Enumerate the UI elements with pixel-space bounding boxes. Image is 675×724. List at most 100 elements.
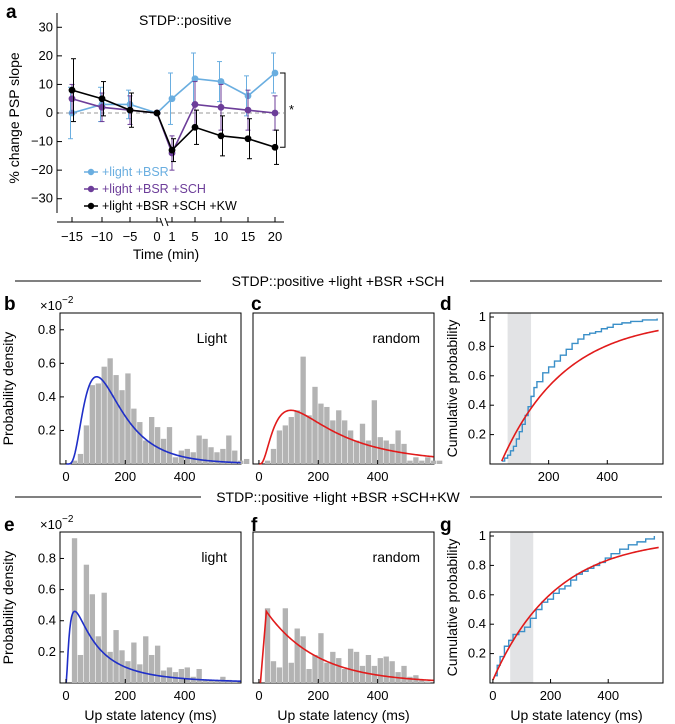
f-xlabel: Up state latency (ms) [277,707,409,723]
f-bar [294,628,300,683]
b-bar [107,358,113,464]
b-bar [89,385,96,464]
g-y-tick-label: 0.2 [468,646,486,661]
c-bar [419,460,425,464]
c-bar [425,457,431,464]
b-bar [243,458,250,464]
a-y-tick-label: 0 [46,105,53,120]
a-legend-entry: +light +BSR +SCH [102,182,206,196]
b-scale-label: ×10 [40,298,62,313]
e-bar [83,564,90,683]
e-y-tick-label: 0.2 [38,644,56,659]
a-data-point [271,143,279,151]
a-data-point [271,109,279,117]
f-panel-label: random [373,549,420,565]
b-x-tick-label: 400 [174,469,196,484]
b-bar [172,457,179,464]
g-shaded-window [510,532,534,683]
b-bar [226,435,232,464]
d-x-tick-label: 400 [596,469,618,484]
b-y-tick-label: 0.2 [38,422,56,437]
a-series-0 [68,52,279,140]
a-data-point [217,103,225,111]
c-bar [294,410,300,464]
e-y-tick-label: 0.4 [38,613,56,628]
e-bar [143,636,149,683]
d-ecdf-line [501,318,658,462]
c-bar [330,420,336,464]
b-y-tick-label: 0.8 [38,322,56,337]
section-title-top: STDP::positive +light +BSR +SCH [232,273,445,289]
a-series-2 [68,58,279,165]
e-bar [232,681,238,683]
b-x-tick-label: 0 [62,469,69,484]
f-bar [342,668,348,683]
e-bar [202,679,208,683]
c-bar [342,420,348,464]
a-title: STDP::positive [139,12,232,28]
b-ylabel: Probability density [0,332,16,446]
c-bar [395,430,401,464]
e-bar [77,654,84,683]
g-y-tick-label: 0.4 [468,616,486,631]
a-series-line [156,103,276,156]
b-bar [214,452,220,464]
a-legend-entry: +light +BSR [102,165,169,179]
a-legend-swatch-marker [87,168,95,176]
b-bar [196,435,202,464]
a-legend-swatch-marker [87,185,95,193]
f-bar [419,679,425,683]
f-bar [425,681,431,683]
a-data-point [271,69,279,77]
e-bar [178,668,185,683]
c-bar [312,386,318,464]
g-x-tick-label: 0 [489,688,496,703]
a-series-line [71,89,158,114]
e-bar [125,661,131,683]
e-bar [214,679,220,683]
c-bar [436,460,443,464]
b-bar [166,427,173,464]
c-bar [431,460,437,464]
a-ylabel: % change PSP slope [6,52,22,183]
a-series-line [156,112,276,152]
d-y-tick-label: 0.6 [468,368,486,383]
e-x-tick-label: 0 [62,688,69,703]
e-ylabel: Probability density [0,551,16,665]
c-bar [300,356,306,464]
e-x-tick-label: 400 [174,688,196,703]
e-bar [196,668,202,683]
b-y-tick-label: 0.6 [38,355,56,370]
f-bar [330,651,336,683]
a-data-point [68,86,76,94]
g-x-tick-label: 400 [597,688,619,703]
c-bar [324,406,330,464]
e-bar [95,636,101,683]
a-y-tick-label: 30 [39,19,53,34]
b-bar [184,448,190,464]
b-bar [208,447,214,464]
a-data-point [217,78,225,85]
e-bar [184,667,190,683]
a-data-point [191,101,199,108]
b-bar [220,448,226,464]
c-bar [288,417,294,464]
b-bar [95,383,101,464]
c-bar [264,460,271,464]
c-bar [377,437,383,464]
a-legend-entry: +light +BSR +SCH +KW [102,199,237,213]
e-bar [137,664,143,683]
d-plot-frame [489,312,664,465]
f-bar [288,662,294,683]
f-bar [353,651,360,683]
panel-letter-a: a [6,2,17,23]
a-x-tick-label: 5 [191,229,198,244]
a-data-point [217,132,225,140]
a-x-tick-label: 20 [268,229,282,244]
e-bar [119,650,125,683]
f-bar [401,665,407,683]
e-bar [71,538,78,683]
f-bar [270,661,277,683]
b-bar [232,450,238,464]
